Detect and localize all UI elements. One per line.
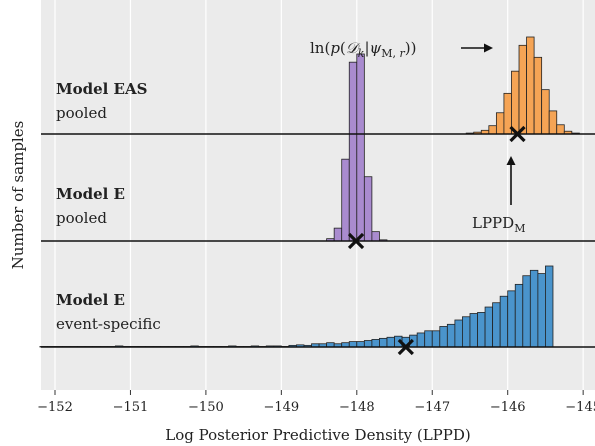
- histogram-bar: [416, 332, 426, 348]
- histogram-bar: [541, 89, 550, 135]
- histogram-bar: [469, 313, 478, 348]
- x-axis-label: Log Posterior Predictive Density (LPPD): [165, 426, 471, 444]
- y-axis-label: Number of samples: [9, 121, 27, 270]
- histogram-bar: [477, 312, 486, 348]
- row-subtitle-model-e-event: event-specific: [56, 315, 161, 333]
- histogram-bar: [495, 112, 505, 135]
- histogram-bar: [518, 44, 527, 135]
- histogram-bar: [499, 295, 509, 348]
- histogram-bar: [526, 36, 535, 135]
- lppd-marker-x-icon: [509, 125, 526, 143]
- histogram-bar: [529, 269, 539, 348]
- x-tick-label: −149: [263, 400, 299, 415]
- x-tick-label: −148: [339, 400, 375, 415]
- x-tick-label: −150: [188, 400, 224, 415]
- x-axis-ticks: −152 −151 −150 −149 −148 −147 −146 −145: [37, 390, 595, 415]
- histogram-bar: [556, 124, 565, 135]
- histogram-bar: [537, 273, 546, 348]
- histogram-bar: [439, 326, 448, 348]
- annotation-lppd-m: LPPDM: [472, 214, 525, 235]
- histogram-bar: [363, 340, 373, 348]
- histogram-bar: [488, 125, 497, 135]
- row-title-model-e-event: Model E: [56, 291, 125, 309]
- histogram-bar: [363, 176, 373, 242]
- histogram-bar: [507, 290, 516, 348]
- histogram-bar: [356, 341, 365, 348]
- lppd-marker-x-icon: [347, 232, 365, 250]
- row-title-model-e-pooled: Model E: [56, 185, 125, 203]
- histogram-bar: [548, 110, 558, 135]
- row-subtitle-model-e-pooled: pooled: [56, 209, 107, 227]
- row-title-model-eas: Model EAS: [56, 80, 147, 98]
- histogram-bar: [511, 70, 520, 135]
- histogram-bar: [484, 306, 494, 348]
- x-tick-label: −146: [490, 400, 526, 415]
- histogram-bar: [431, 330, 441, 348]
- histogram-bar: [533, 56, 543, 135]
- arrow-up-icon: [506, 156, 516, 205]
- histogram-bar: [545, 265, 554, 348]
- histogram-bar: [522, 275, 531, 348]
- x-tick-label: −145: [565, 400, 595, 415]
- histogram-bar: [379, 337, 388, 348]
- histogram-bar: [371, 339, 380, 348]
- row-subtitle-model-eas: pooled: [56, 104, 107, 122]
- histogram-bar: [371, 231, 380, 242]
- lppd-marker-x-icon: [397, 338, 414, 356]
- histogram-bar: [446, 323, 456, 348]
- histogram-bar: [341, 158, 350, 242]
- x-tick-label: −152: [37, 400, 73, 415]
- histogram-bar: [348, 61, 358, 242]
- histogram-bars: [39, 36, 580, 348]
- x-tick-label: −147: [414, 400, 450, 415]
- arrow-right-icon: [461, 43, 493, 53]
- x-tick-label: −151: [113, 400, 149, 415]
- lppd-markers: [347, 125, 526, 356]
- histogram-bar: [454, 319, 463, 348]
- histogram-bar: [348, 341, 358, 348]
- histogram-bar: [333, 227, 343, 242]
- histogram-bar: [514, 283, 524, 348]
- histogram-bar: [424, 330, 433, 348]
- histogram-bar: [356, 53, 365, 242]
- histogram-bar: [386, 336, 395, 348]
- histogram-bar: [462, 316, 471, 348]
- histogram-bar: [492, 302, 501, 348]
- row-baselines: [41, 133, 595, 348]
